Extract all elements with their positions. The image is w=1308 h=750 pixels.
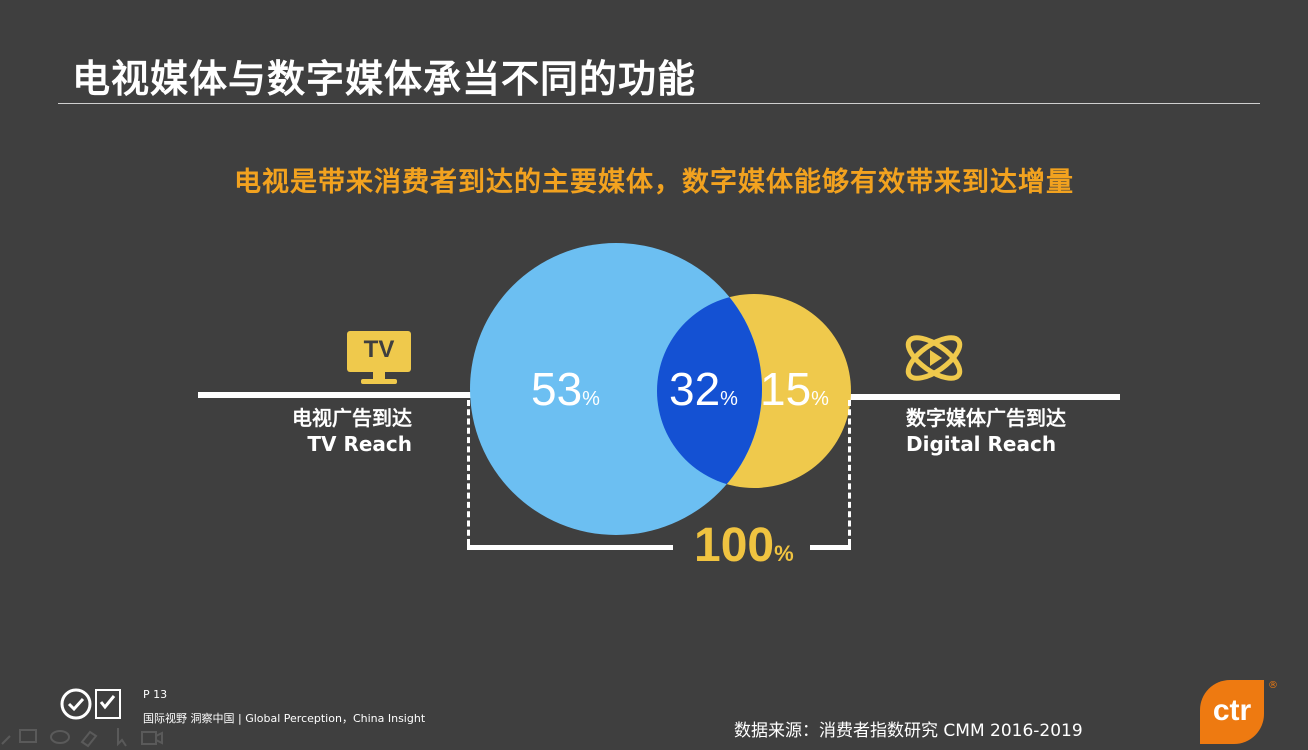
- tv-reach-label-cn: 电视广告到达: [292, 406, 412, 430]
- camera-icon: [141, 731, 157, 745]
- digital-reach-line: [846, 394, 1120, 400]
- digital-reach-label-cn: 数字媒体广告到达: [906, 406, 1066, 430]
- bracket-bottom-left: [467, 545, 673, 550]
- page-number: P 13: [143, 688, 168, 701]
- digital-only-value: 15%: [760, 363, 829, 415]
- pen-tool-icon: [1, 735, 11, 745]
- overlap-region: [657, 294, 762, 488]
- tv-reach-line: [198, 392, 473, 398]
- title-divider: [58, 103, 1260, 104]
- tv-reach-label-en: TV Reach: [307, 432, 412, 456]
- certification-logos: [60, 688, 121, 720]
- pointer-icon: [117, 728, 127, 747]
- slides-icon: [19, 729, 37, 743]
- bracket-bottom-right: [810, 545, 851, 550]
- digital-reach-label-en: Digital Reach: [906, 432, 1057, 456]
- eraser-icon: [80, 730, 98, 748]
- footer-slogan: 国际视野 洞察中国 | Global Perception，China Insi…: [143, 712, 426, 725]
- total-reach-value: 100%: [694, 519, 794, 572]
- bracket-left-dash: [467, 400, 470, 545]
- presentation-toolbar[interactable]: [0, 724, 180, 750]
- subtitle: 电视是带来消费者到达的主要媒体，数字媒体能够有效带来到达增量: [234, 167, 1074, 198]
- overlap-value: 32%: [669, 363, 738, 415]
- bracket-right-dash: [848, 400, 851, 545]
- registered-mark: ®: [1268, 680, 1278, 691]
- digital-play-icon: [905, 335, 963, 381]
- ctr-logo: ctr: [1200, 680, 1264, 744]
- tv-icon-text: TV: [363, 336, 395, 363]
- data-source: 数据来源：消费者指数研究 CMM 2016-2019: [734, 721, 1083, 741]
- zoom-icon: [50, 730, 70, 744]
- page-title: 电视媒体与数字媒体承当不同的功能: [72, 57, 697, 101]
- tv-only-value: 53%: [531, 363, 600, 415]
- tv-reach-label: 电视广告到达 TV Reach: [270, 405, 412, 457]
- digital-reach-label: 数字媒体广告到达 Digital Reach: [906, 405, 1066, 457]
- tv-icon: TV: [347, 331, 411, 385]
